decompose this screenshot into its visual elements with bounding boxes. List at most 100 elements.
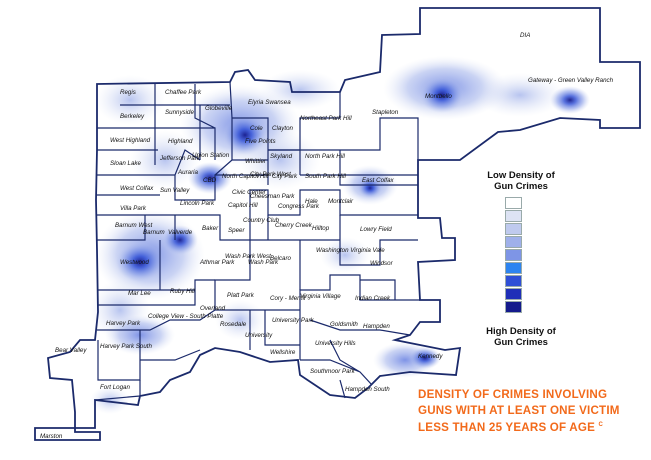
- label-ruby-hill: Ruby Hill: [170, 288, 195, 295]
- label-five-points: Five Points: [245, 138, 276, 145]
- legend-swatch-8: [505, 288, 522, 300]
- label-sunnyside: Sunnyside: [165, 109, 194, 116]
- label-barnum-west: Barnum West: [115, 222, 153, 229]
- label-lowry-field: Lowry Field: [360, 226, 392, 233]
- label-hale: Hale: [305, 198, 318, 205]
- label-west-colfax: West Colfax: [120, 185, 154, 192]
- label-dia: DIA: [520, 32, 530, 39]
- label-cole: Cole: [250, 125, 263, 132]
- label-west-highland: West Highland: [110, 137, 151, 144]
- label-kennedy: Kennedy: [418, 353, 443, 360]
- label-harvey-park: Harvey Park: [106, 320, 141, 327]
- caption-line2: GUNS WITH AT LEAST ONE VICTIM: [418, 403, 620, 417]
- map-caption: DENSITY OF CRIMES INVOLVING GUNS WITH AT…: [418, 387, 644, 435]
- label-berkeley: Berkeley: [120, 113, 145, 120]
- caption-superscript: C: [598, 422, 603, 428]
- label-lincoln-park: Lincoln Park: [180, 200, 215, 207]
- label-windsor: Windsor: [370, 260, 394, 267]
- label-clayton: Clayton: [272, 125, 294, 132]
- legend-high-line2: Gun Crimes: [494, 337, 548, 348]
- label-city-park: City Park: [272, 173, 298, 180]
- label-university: University: [245, 332, 273, 339]
- label-skyland: Skyland: [270, 153, 293, 160]
- label-hampden-south: Hampden South: [345, 386, 390, 393]
- legend-swatch-9: [505, 301, 522, 313]
- label-north-capitol-hill: North Capitol Hill: [222, 173, 269, 180]
- label-wellshire: Wellshire: [270, 349, 296, 356]
- label-bear-valley: Bear Valley: [55, 347, 87, 354]
- label-villa-park: Villa Park: [120, 205, 147, 212]
- label-university-park: University Park: [272, 317, 315, 324]
- label-elyria-swansea: Elyria Swansea: [248, 99, 291, 106]
- legend-high-line1: High Density of: [486, 326, 556, 337]
- label-hilltop: Hilltop: [312, 225, 330, 232]
- label-whittier: Whittier: [245, 158, 267, 165]
- label-north-park-hill: North Park Hill: [305, 153, 346, 160]
- label-montbello: Montbello: [425, 93, 452, 100]
- label-cory-merrill: Cory - Merrill: [270, 295, 306, 302]
- legend-low-line2: Gun Crimes: [494, 181, 548, 192]
- label-east-colfax: East Colfax: [362, 177, 395, 184]
- label-montclair: Montclair: [328, 198, 354, 205]
- legend-swatch-1: [505, 197, 522, 209]
- legend-swatch-7: [505, 275, 522, 287]
- density-hotspots: [90, 56, 590, 414]
- label-stapleton: Stapleton: [372, 109, 399, 116]
- label-country-club: Country Club: [243, 217, 280, 224]
- label-sun-valley: Sun Valley: [160, 187, 190, 194]
- label-baker: Baker: [202, 225, 219, 232]
- label-regis: Regis: [120, 89, 136, 96]
- label-platt-park: Platt Park: [227, 292, 255, 299]
- label-congress-park: Congress Park: [278, 203, 320, 210]
- caption-line1: DENSITY OF CRIMES INVOLVING: [418, 388, 608, 401]
- legend-color-ramp: [505, 197, 522, 314]
- legend-swatch-5: [505, 249, 522, 261]
- label-cheesman-park: Cheesman Park: [250, 193, 295, 200]
- label-sloan-lake: Sloan Lake: [110, 160, 142, 167]
- label-wash-park: Wash Park: [248, 259, 279, 266]
- label-overland: Overland: [200, 305, 226, 312]
- label-auraria: Auraria: [177, 169, 199, 176]
- legend-swatch-3: [505, 223, 522, 235]
- label-capitol-hill: Capitol Hill: [228, 202, 258, 209]
- label-gateway: Gateway - Green Valley Ranch: [528, 77, 614, 84]
- label-speer: Speer: [228, 227, 245, 234]
- caption-line3: LESS THAN 25 YEARS OF AGE: [418, 420, 596, 434]
- label-city-park-west: City Park West: [250, 171, 291, 178]
- label-union-station: Union Station: [192, 152, 230, 159]
- label-cherry-creek: Cherry Creek: [275, 222, 313, 229]
- label-south-park-hill: South Park Hill: [305, 173, 347, 180]
- legend-swatch-2: [505, 210, 522, 222]
- label-cbd: CBD: [203, 177, 217, 184]
- legend-high-title: High Density of Gun Crimes: [466, 326, 576, 348]
- label-civic-center: Civic Center: [232, 189, 267, 196]
- label-northeast-park-hill: Northeast Park Hill: [300, 115, 352, 122]
- neighborhood-labels: DIA Gateway - Green Valley Ranch Montbel…: [40, 32, 614, 440]
- label-wash-park-west: Wash Park West: [225, 253, 271, 260]
- label-fort-logan: Fort Logan: [100, 384, 130, 391]
- label-rosedale: Rosedale: [220, 321, 247, 328]
- label-belcaro: Belcaro: [270, 255, 292, 262]
- label-goldsmith: Goldsmith: [330, 321, 358, 328]
- label-westwood: Westwood: [120, 259, 149, 266]
- label-harvey-park-south: Harvey Park South: [100, 343, 152, 350]
- city-outline: [34, 7, 641, 441]
- label-southmoor-park: Southmoor Park: [310, 368, 356, 375]
- neighborhood-boundaries: [34, 7, 641, 441]
- label-globeville: Globeville: [205, 105, 233, 112]
- label-highland: Highland: [168, 138, 193, 145]
- legend-low-title: Low Density of Gun Crimes: [466, 170, 576, 192]
- label-hampden: Hampden: [363, 323, 390, 330]
- label-virginia-village: Virginia Village: [300, 293, 341, 300]
- legend-swatch-4: [505, 236, 522, 248]
- label-athmar-park: Athmar Park: [199, 259, 235, 266]
- label-washington-virginia-vale: Washington Virginia Vale: [316, 247, 385, 254]
- label-mar-lee: Mar Lee: [128, 290, 151, 297]
- label-university-hills: University Hills: [315, 340, 356, 347]
- label-valverde: Valverde: [168, 229, 193, 236]
- legend-low-line1: Low Density of: [487, 170, 555, 181]
- label-barnum: Barnum: [143, 229, 165, 236]
- label-jefferson-park: Jefferson Park: [159, 155, 201, 162]
- label-indian-creek: Indian Creek: [355, 295, 391, 302]
